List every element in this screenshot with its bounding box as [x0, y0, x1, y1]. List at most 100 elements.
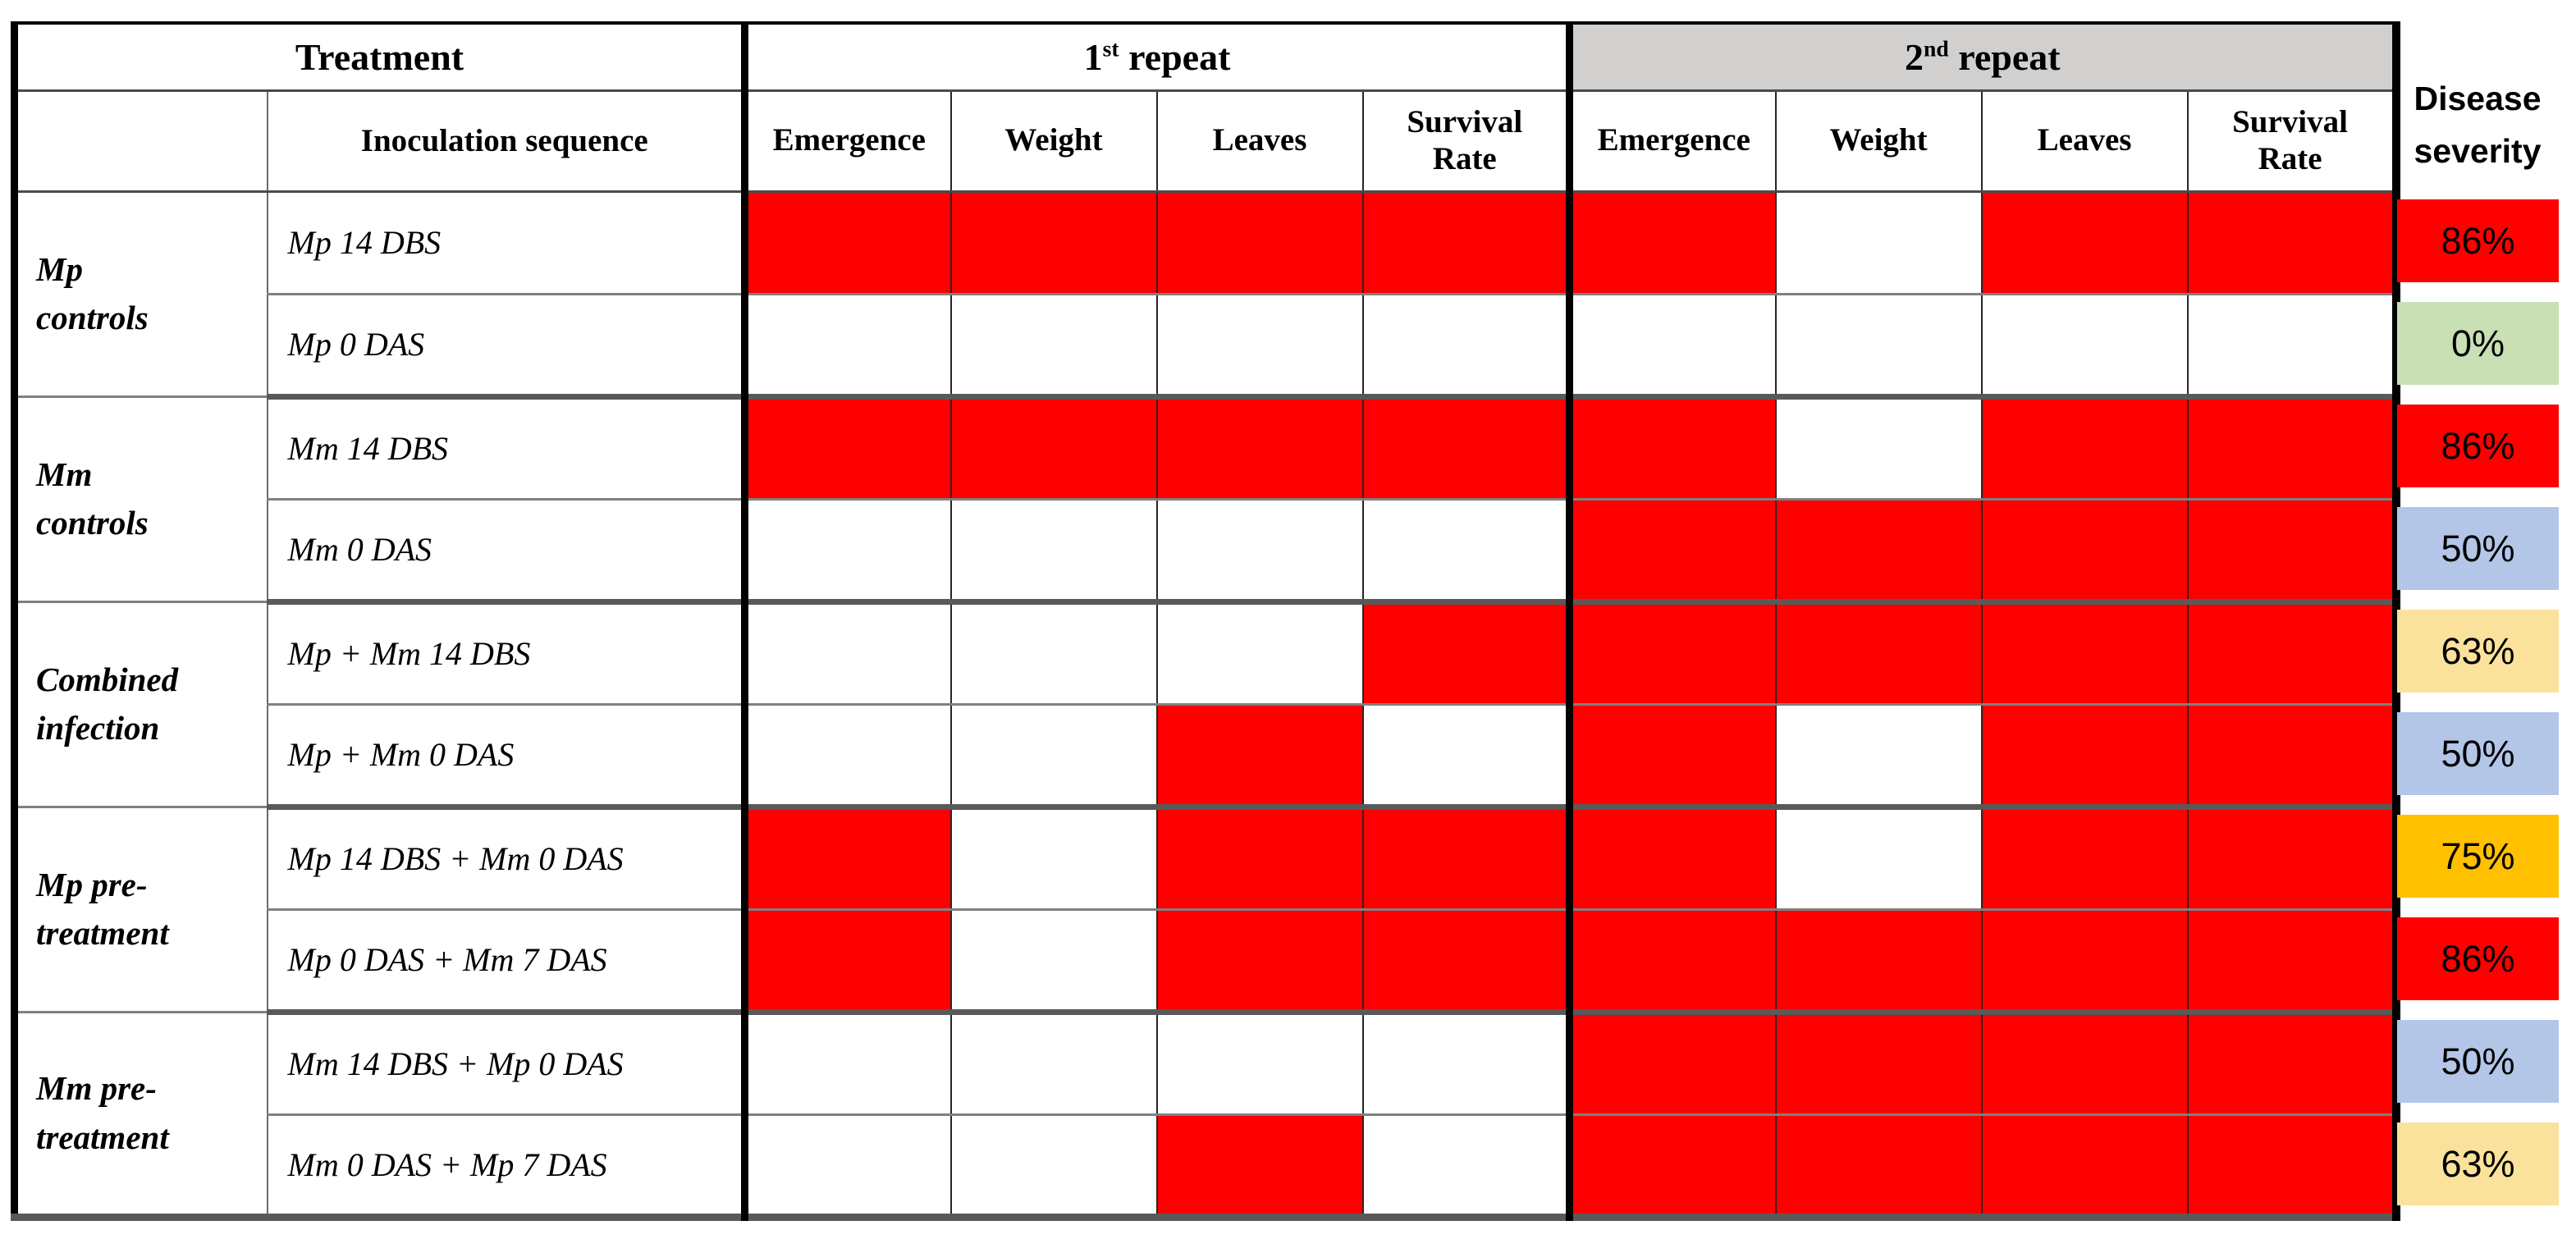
result-cell [1569, 294, 1777, 400]
metric-header-emergence-r2: Emergence [1569, 90, 1777, 193]
ordinal-superscript: st [1102, 35, 1119, 62]
inoculation-sequence-header-cell: Inoculation sequence [267, 90, 749, 193]
result-cell [1362, 499, 1574, 605]
result-cell [1362, 396, 1574, 501]
result-cell [950, 909, 1158, 1015]
result-cell [1156, 807, 1364, 911]
table-row: Mp 0 DAS [15, 294, 2396, 400]
result-cell [1775, 601, 1983, 706]
treatment-group-cell: Mp pre- treatment [14, 807, 268, 1013]
result-cell [1775, 1114, 1983, 1217]
result-cell [2187, 601, 2396, 706]
table-row: Mp pre- treatment Mp 14 DBS + Mm 0 DAS [14, 807, 2396, 1013]
result-cell [950, 499, 1158, 605]
result-cell [744, 294, 952, 400]
metric-header-survival-r2: Survival Rate [2187, 90, 2396, 193]
severity-badge: 63% [2397, 610, 2559, 693]
result-cell [744, 909, 952, 1015]
table-row: Combined infection Mp + Mm 14 DBS [14, 601, 2396, 808]
result-cell [1981, 909, 2189, 1015]
severity-badge: 0% [2397, 302, 2559, 385]
table-row: Mm 0 DAS [15, 499, 2396, 605]
result-cell [1156, 1114, 1364, 1217]
result-cell [1156, 294, 1364, 400]
result-cell [1156, 499, 1364, 605]
result-cell [1569, 909, 1777, 1015]
result-cell [2187, 807, 2396, 911]
severity-badge: 86% [2397, 199, 2559, 282]
result-cell [2187, 191, 2396, 295]
result-cell [1569, 704, 1777, 810]
treatment-group-cell: Mp controls [14, 191, 268, 398]
result-cell [1569, 601, 1777, 706]
result-cell [1569, 807, 1777, 911]
result-cell [1569, 396, 1777, 501]
metric-header-survival-r1: Survival Rate [1362, 90, 1574, 193]
severity-badge: 75% [2397, 815, 2559, 898]
result-cell [1981, 191, 2189, 295]
result-cell [744, 396, 952, 501]
treatment-group-cell: Combined infection [14, 601, 268, 808]
severity-badge: 50% [2397, 507, 2559, 590]
result-cell [744, 1012, 952, 1116]
result-cell [1775, 499, 1983, 605]
result-cell [950, 1012, 1158, 1116]
result-cell [1569, 1012, 1777, 1116]
table-row: Mp controls Mp 14 DBS [14, 191, 2396, 398]
metric-header-leaves-r1: Leaves [1156, 90, 1364, 193]
result-cell [744, 191, 952, 295]
inoculation-sequence-cell: Mp 0 DAS [267, 294, 749, 400]
severity-badge: 50% [2397, 1020, 2559, 1103]
result-cell [1981, 499, 2189, 605]
repeat-1-header-cell: 1st repeat [744, 23, 1574, 92]
metric-header-emergence-r1: Emergence [744, 90, 952, 193]
inoculation-sequence-cell: Mm 14 DBS [267, 396, 749, 501]
result-cell [1156, 1012, 1364, 1116]
inoculation-sequence-cell: Mp 0 DAS + Mm 7 DAS [267, 909, 749, 1015]
inoculation-sequence-cell: Mm 0 DAS [267, 499, 749, 605]
inoculation-sequence-cell: Mp + Mm 14 DBS [267, 601, 749, 706]
result-cell [744, 499, 952, 605]
result-cell [1981, 1012, 2189, 1116]
result-cell [1362, 294, 1574, 400]
result-cell [1156, 191, 1364, 295]
table-row: Mp 0 DAS + Mm 7 DAS [15, 909, 2396, 1015]
result-cell [950, 396, 1158, 501]
result-cell [1362, 191, 1574, 295]
severity-badge: 86% [2397, 917, 2559, 1000]
inoculation-sequence-cell: Mm 14 DBS + Mp 0 DAS [267, 1012, 749, 1116]
result-cell [1569, 191, 1777, 295]
result-cell [950, 1114, 1158, 1217]
result-cell [2187, 499, 2396, 605]
treatment-group-cell: Mm pre- treatment [14, 1012, 268, 1218]
result-cell [2187, 396, 2396, 501]
severity-badge: 50% [2397, 712, 2559, 795]
result-cell [1362, 807, 1574, 911]
result-cell [1156, 601, 1364, 706]
result-cell [1156, 909, 1364, 1015]
result-cell [1981, 704, 2189, 810]
disease-severity-header: Disease severity [2414, 80, 2542, 170]
severity-badge: 63% [2397, 1122, 2559, 1205]
metric-header-weight-r2: Weight [1775, 90, 1983, 193]
result-cell [950, 704, 1158, 810]
table-row: Mm controls Mm 14 DBS [14, 396, 2396, 603]
result-cell [1775, 909, 1983, 1015]
result-cell [1156, 396, 1364, 501]
treatment-group-cell: Mm controls [14, 396, 268, 603]
result-cell [1981, 807, 2189, 911]
result-cell [1362, 909, 1574, 1015]
result-cell [1775, 191, 1983, 295]
results-table: Treatment 1st repeat 2nd repeat Inoculat… [11, 21, 2400, 1221]
inoculation-sequence-cell: Mp 14 DBS + Mm 0 DAS [267, 807, 749, 911]
result-cell [1981, 601, 2189, 706]
result-cell [744, 601, 952, 706]
result-cell [1981, 294, 2189, 400]
result-cell [1775, 704, 1983, 810]
result-cell [1362, 601, 1574, 706]
result-cell [2187, 1012, 2396, 1116]
result-cell [950, 807, 1158, 911]
result-cell [744, 704, 952, 810]
treatment-header-cell: Treatment [14, 23, 749, 92]
